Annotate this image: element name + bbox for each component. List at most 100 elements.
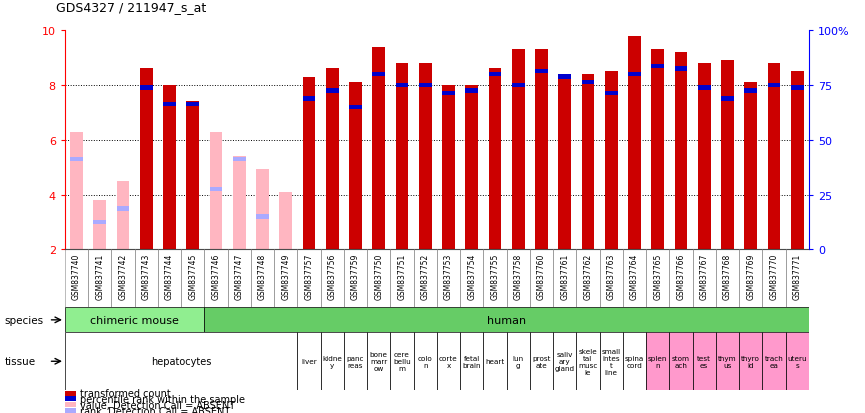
Text: panc
reas: panc reas: [347, 355, 364, 368]
Text: chimeric mouse: chimeric mouse: [90, 315, 179, 325]
Text: thym
us: thym us: [718, 355, 737, 368]
Bar: [233, 157, 246, 250]
Bar: [460, 250, 484, 308]
Bar: [507, 332, 530, 390]
Text: fetal
brain: fetal brain: [463, 355, 481, 368]
Bar: [390, 250, 413, 308]
Bar: [762, 250, 785, 308]
Bar: [791, 86, 804, 90]
Text: rank, Detection Call = ABSENT: rank, Detection Call = ABSENT: [80, 406, 231, 413]
Text: GSM837752: GSM837752: [420, 253, 430, 299]
Text: value, Detection Call = ABSENT: value, Detection Call = ABSENT: [80, 400, 235, 410]
Bar: [605, 92, 618, 96]
Bar: [581, 81, 594, 85]
Bar: [744, 89, 757, 93]
Text: GSM837740: GSM837740: [72, 253, 81, 299]
Bar: [298, 332, 321, 390]
Text: splen
n: splen n: [648, 355, 668, 368]
Text: GSM837765: GSM837765: [653, 253, 663, 299]
Text: uteru
s: uteru s: [787, 355, 807, 368]
Text: GSM837755: GSM837755: [490, 253, 499, 299]
Text: human: human: [487, 315, 526, 325]
Bar: [413, 250, 437, 308]
Bar: [716, 250, 739, 308]
Bar: [233, 157, 246, 162]
Bar: [535, 70, 548, 74]
Bar: [204, 308, 809, 332]
Bar: [693, 250, 716, 308]
Bar: [484, 250, 507, 308]
Bar: [716, 332, 739, 390]
Bar: [181, 250, 204, 308]
Bar: [326, 69, 338, 250]
Bar: [721, 61, 734, 250]
Text: GSM837769: GSM837769: [746, 253, 755, 299]
Bar: [698, 64, 710, 250]
Text: GSM837763: GSM837763: [606, 253, 616, 299]
Text: small
intes
t
line: small intes t line: [602, 348, 621, 375]
Bar: [256, 215, 269, 219]
Bar: [675, 67, 688, 71]
Bar: [186, 102, 199, 250]
Bar: [326, 89, 338, 93]
Bar: [489, 69, 502, 250]
Bar: [623, 332, 646, 390]
Bar: [553, 250, 576, 308]
Bar: [140, 69, 152, 250]
Text: GSM837750: GSM837750: [375, 253, 383, 299]
Bar: [93, 220, 106, 225]
Bar: [349, 83, 362, 250]
Bar: [303, 78, 316, 250]
Bar: [93, 201, 106, 250]
Text: colo
n: colo n: [418, 355, 432, 368]
Bar: [88, 250, 112, 308]
Bar: [344, 250, 367, 308]
Bar: [117, 206, 130, 211]
Bar: [349, 105, 362, 110]
Text: GSM837764: GSM837764: [630, 253, 639, 299]
Bar: [558, 75, 571, 80]
Text: GSM837758: GSM837758: [514, 253, 522, 299]
Bar: [529, 250, 553, 308]
Bar: [698, 86, 710, 90]
Text: GSM837762: GSM837762: [583, 253, 593, 299]
Bar: [65, 250, 88, 308]
Bar: [767, 64, 780, 250]
Text: hepatocytes: hepatocytes: [151, 356, 211, 366]
Bar: [599, 332, 623, 390]
Bar: [117, 181, 130, 250]
Text: GSM837761: GSM837761: [561, 253, 569, 299]
Text: GSM837746: GSM837746: [211, 253, 221, 299]
Bar: [163, 86, 176, 250]
Text: kidne
y: kidne y: [323, 355, 343, 368]
Bar: [628, 36, 641, 250]
Text: GSM837745: GSM837745: [189, 253, 197, 299]
Bar: [390, 332, 413, 390]
Bar: [209, 132, 222, 250]
Bar: [785, 250, 809, 308]
Bar: [489, 73, 502, 77]
Bar: [529, 332, 553, 390]
Text: stom
ach: stom ach: [672, 355, 690, 368]
Text: GSM837768: GSM837768: [723, 253, 732, 299]
Bar: [303, 97, 316, 102]
Bar: [279, 192, 292, 250]
Bar: [135, 250, 158, 308]
Text: corte
x: corte x: [439, 355, 458, 368]
Bar: [628, 73, 641, 77]
Bar: [535, 50, 548, 250]
Bar: [209, 188, 222, 192]
Text: GDS4327 / 211947_s_at: GDS4327 / 211947_s_at: [56, 2, 207, 14]
Text: skele
tal
musc
le: skele tal musc le: [578, 348, 598, 375]
Bar: [65, 332, 298, 390]
Text: trach
ea: trach ea: [765, 355, 784, 368]
Bar: [739, 250, 762, 308]
Text: GSM837744: GSM837744: [165, 253, 174, 299]
Text: test
es: test es: [697, 355, 711, 368]
Bar: [163, 103, 176, 107]
Bar: [395, 64, 408, 250]
Bar: [442, 92, 455, 96]
Text: GSM837751: GSM837751: [397, 253, 407, 299]
Bar: [791, 72, 804, 250]
Bar: [186, 103, 199, 107]
